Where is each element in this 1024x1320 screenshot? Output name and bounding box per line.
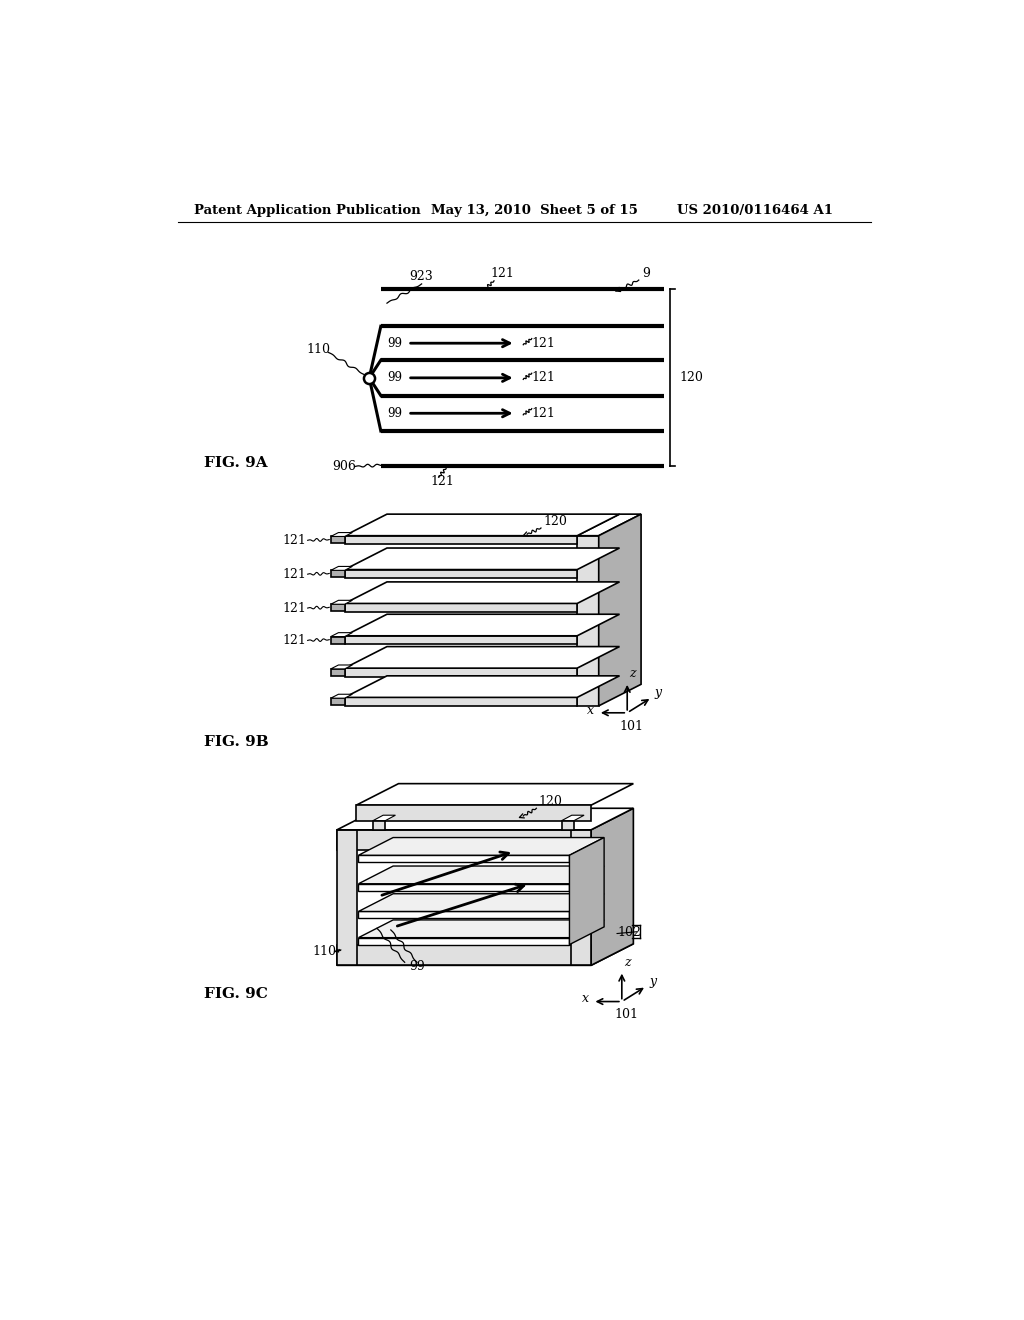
Text: 120: 120 (680, 371, 703, 384)
Text: 120: 120 (539, 795, 562, 808)
Polygon shape (358, 894, 604, 911)
Polygon shape (358, 838, 604, 855)
Polygon shape (358, 866, 604, 884)
Polygon shape (337, 830, 357, 965)
Polygon shape (358, 911, 569, 919)
Polygon shape (337, 808, 634, 830)
Text: 110: 110 (306, 343, 330, 356)
Polygon shape (562, 816, 584, 821)
Text: 120: 120 (544, 515, 567, 528)
Text: 102: 102 (617, 925, 641, 939)
Polygon shape (331, 632, 352, 636)
Polygon shape (356, 784, 634, 805)
Text: y: y (649, 974, 656, 987)
Text: 121: 121 (531, 407, 555, 420)
Polygon shape (331, 636, 345, 644)
Text: 121: 121 (431, 475, 455, 488)
Polygon shape (345, 536, 578, 544)
Polygon shape (345, 515, 620, 536)
Polygon shape (345, 668, 578, 677)
Polygon shape (373, 821, 385, 830)
Text: x: x (582, 993, 589, 1006)
Polygon shape (331, 669, 345, 676)
Text: y: y (655, 686, 663, 698)
Text: 121: 121 (283, 634, 306, 647)
Polygon shape (331, 665, 352, 669)
Text: 110: 110 (312, 945, 336, 958)
Polygon shape (345, 647, 620, 668)
Text: 121: 121 (531, 371, 555, 384)
Polygon shape (345, 582, 620, 603)
Polygon shape (356, 805, 591, 821)
Polygon shape (337, 830, 591, 850)
Polygon shape (599, 515, 641, 706)
Text: 121: 121 (531, 337, 555, 350)
Text: 101: 101 (620, 719, 643, 733)
Polygon shape (337, 945, 591, 965)
Text: 99: 99 (410, 961, 425, 973)
Polygon shape (331, 605, 345, 611)
Polygon shape (345, 603, 578, 612)
Polygon shape (331, 532, 352, 536)
Polygon shape (358, 855, 569, 862)
Text: 9: 9 (643, 268, 650, 280)
Polygon shape (571, 830, 591, 965)
Polygon shape (358, 937, 569, 945)
Text: z: z (625, 956, 631, 969)
Text: 923: 923 (410, 269, 433, 282)
Polygon shape (569, 838, 604, 945)
Text: 121: 121 (490, 268, 515, 280)
Polygon shape (358, 884, 569, 891)
Polygon shape (373, 816, 395, 821)
Polygon shape (578, 536, 599, 706)
Text: Patent Application Publication: Patent Application Publication (194, 205, 421, 218)
Text: US 2010/0116464 A1: US 2010/0116464 A1 (677, 205, 834, 218)
Polygon shape (331, 566, 352, 570)
Polygon shape (337, 944, 634, 965)
Polygon shape (358, 920, 604, 937)
Polygon shape (331, 694, 352, 698)
Text: 121: 121 (283, 602, 306, 615)
Polygon shape (331, 536, 345, 544)
Polygon shape (562, 821, 574, 830)
Text: FIG. 9B: FIG. 9B (205, 735, 269, 748)
Text: May 13, 2010  Sheet 5 of 15: May 13, 2010 Sheet 5 of 15 (431, 205, 638, 218)
Text: x: x (587, 704, 594, 717)
Text: 99: 99 (387, 337, 402, 350)
Polygon shape (345, 676, 620, 697)
Polygon shape (591, 808, 634, 965)
Text: FIG. 9C: FIG. 9C (205, 987, 268, 1001)
Polygon shape (345, 548, 620, 570)
Text: 99: 99 (387, 407, 402, 420)
Polygon shape (345, 636, 578, 644)
Polygon shape (345, 697, 578, 706)
Text: 99: 99 (387, 371, 402, 384)
Text: 121: 121 (283, 568, 306, 581)
Polygon shape (345, 570, 578, 578)
Text: 906: 906 (333, 459, 356, 473)
Text: 121: 121 (283, 533, 306, 546)
Text: z: z (630, 668, 636, 680)
Text: FIG. 9A: FIG. 9A (205, 455, 268, 470)
Polygon shape (331, 570, 345, 577)
Polygon shape (345, 614, 620, 636)
Polygon shape (331, 698, 345, 705)
Text: 101: 101 (614, 1008, 638, 1022)
Polygon shape (578, 515, 641, 536)
Polygon shape (331, 601, 352, 605)
